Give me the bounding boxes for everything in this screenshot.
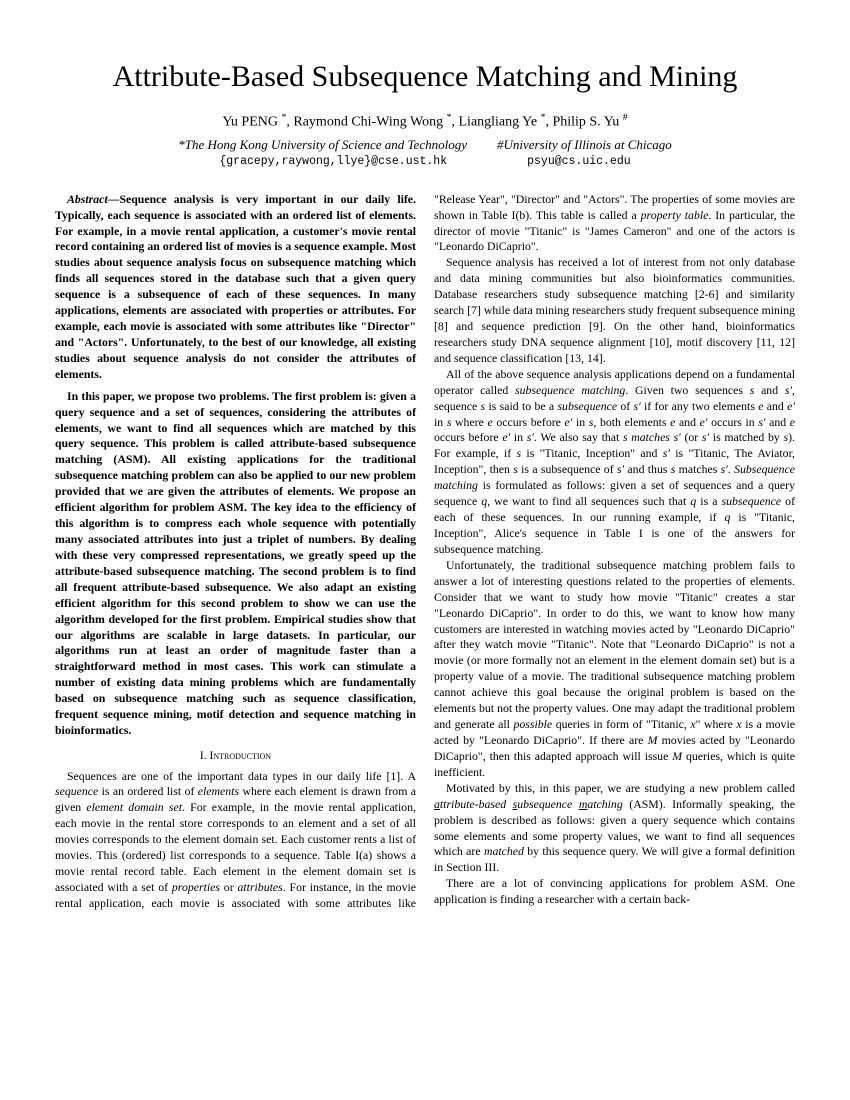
abstract-label: Abstract— bbox=[67, 192, 119, 206]
body-columns: Abstract—Sequence analysis is very impor… bbox=[55, 192, 795, 912]
emails: {gracepy,raywong,llye}@cse.ust.hk psyu@c… bbox=[55, 155, 795, 168]
authors-line: Yu PENG *, Raymond Chi-Wing Wong *, Lian… bbox=[55, 112, 795, 131]
email-1: {gracepy,raywong,llye}@cse.ust.hk bbox=[219, 155, 447, 168]
col2-p5: There are a lot of convincing applicatio… bbox=[434, 876, 795, 908]
abstract-p1: Sequence analysis is very important in o… bbox=[55, 192, 416, 381]
affiliations: *The Hong Kong University of Science and… bbox=[55, 137, 795, 153]
col2-p1: Sequence analysis has received a lot of … bbox=[434, 255, 795, 366]
section-1-heading: I. Introduction bbox=[55, 749, 416, 765]
affiliation-2: #University of Illinois at Chicago bbox=[497, 137, 672, 153]
affiliation-1: *The Hong Kong University of Science and… bbox=[178, 137, 467, 153]
paper-title: Attribute-Based Subsequence Matching and… bbox=[55, 60, 795, 94]
abstract: Abstract—Sequence analysis is very impor… bbox=[55, 192, 416, 739]
email-2: psyu@cs.uic.edu bbox=[527, 155, 631, 168]
abstract-p2: In this paper, we propose two problems. … bbox=[55, 389, 416, 739]
